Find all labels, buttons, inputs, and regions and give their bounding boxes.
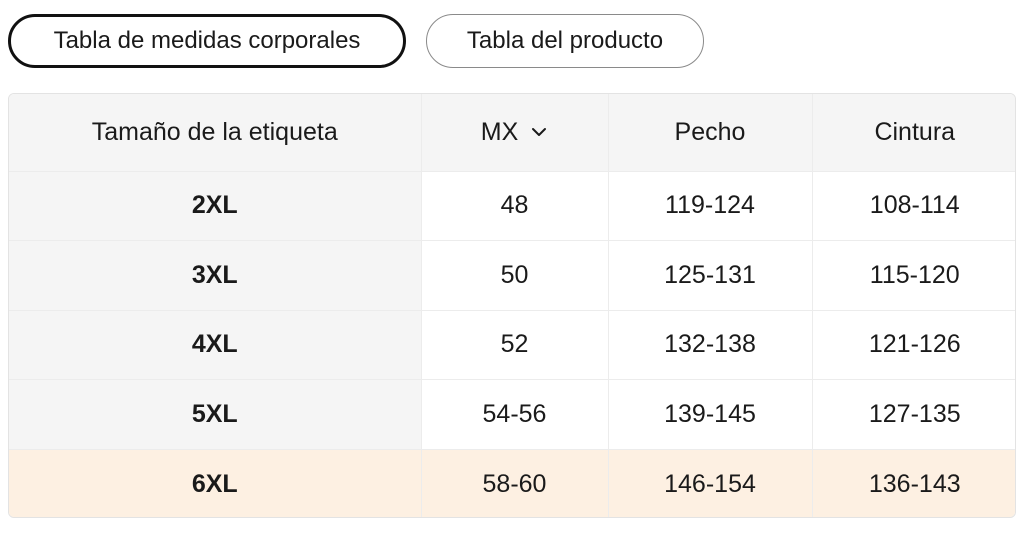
cell-region: 52 [421, 310, 609, 381]
table-row: 4XL 52 132-138 121-126 [9, 310, 1015, 381]
region-dropdown-value: MX [480, 117, 519, 146]
cell-waist: 127-135 [812, 379, 1015, 450]
table-row: 3XL 50 125-131 115-120 [9, 240, 1015, 311]
table-row-highlighted: 6XL 58-60 146-154 136-143 [9, 449, 1015, 517]
cell-chest: 125-131 [608, 240, 813, 311]
cell-size-label: 6XL [9, 449, 422, 517]
cell-region: 58-60 [421, 449, 609, 517]
header-region: MX [421, 94, 609, 172]
chevron-down-icon [532, 128, 547, 137]
cell-chest: 146-154 [608, 449, 813, 517]
cell-size-label: 3XL [9, 240, 422, 311]
table-header-row: Tamaño de la etiqueta MX Pecho Cintura [9, 94, 1015, 172]
cell-waist: 115-120 [812, 240, 1015, 311]
cell-size-label: 2XL [9, 171, 422, 242]
header-waist: Cintura [812, 94, 1015, 172]
header-label-size: Tamaño de la etiqueta [9, 94, 422, 172]
tab-body-measurements[interactable]: Tabla de medidas corporales [8, 14, 406, 68]
size-table: Tamaño de la etiqueta MX Pecho Cintura 2… [9, 94, 1015, 517]
table-row: 5XL 54-56 139-145 127-135 [9, 379, 1015, 450]
cell-size-label: 5XL [9, 379, 422, 450]
size-table-container: Tamaño de la etiqueta MX Pecho Cintura 2… [8, 93, 1016, 518]
header-chest: Pecho [608, 94, 813, 172]
size-chart-tabs: Tabla de medidas corporales Tabla del pr… [8, 14, 704, 68]
cell-chest: 132-138 [608, 310, 813, 381]
table-row: 2XL 48 119-124 108-114 [9, 171, 1015, 242]
cell-chest: 119-124 [608, 171, 813, 242]
tab-product-measurements[interactable]: Tabla del producto [426, 14, 704, 68]
cell-region: 54-56 [421, 379, 609, 450]
cell-waist: 136-143 [812, 449, 1015, 517]
cell-size-label: 4XL [9, 310, 422, 381]
cell-region: 48 [421, 171, 609, 242]
cell-waist: 108-114 [812, 171, 1015, 242]
cell-waist: 121-126 [812, 310, 1015, 381]
cell-chest: 139-145 [608, 379, 813, 450]
cell-region: 50 [421, 240, 609, 311]
region-dropdown[interactable]: MX [481, 118, 549, 147]
